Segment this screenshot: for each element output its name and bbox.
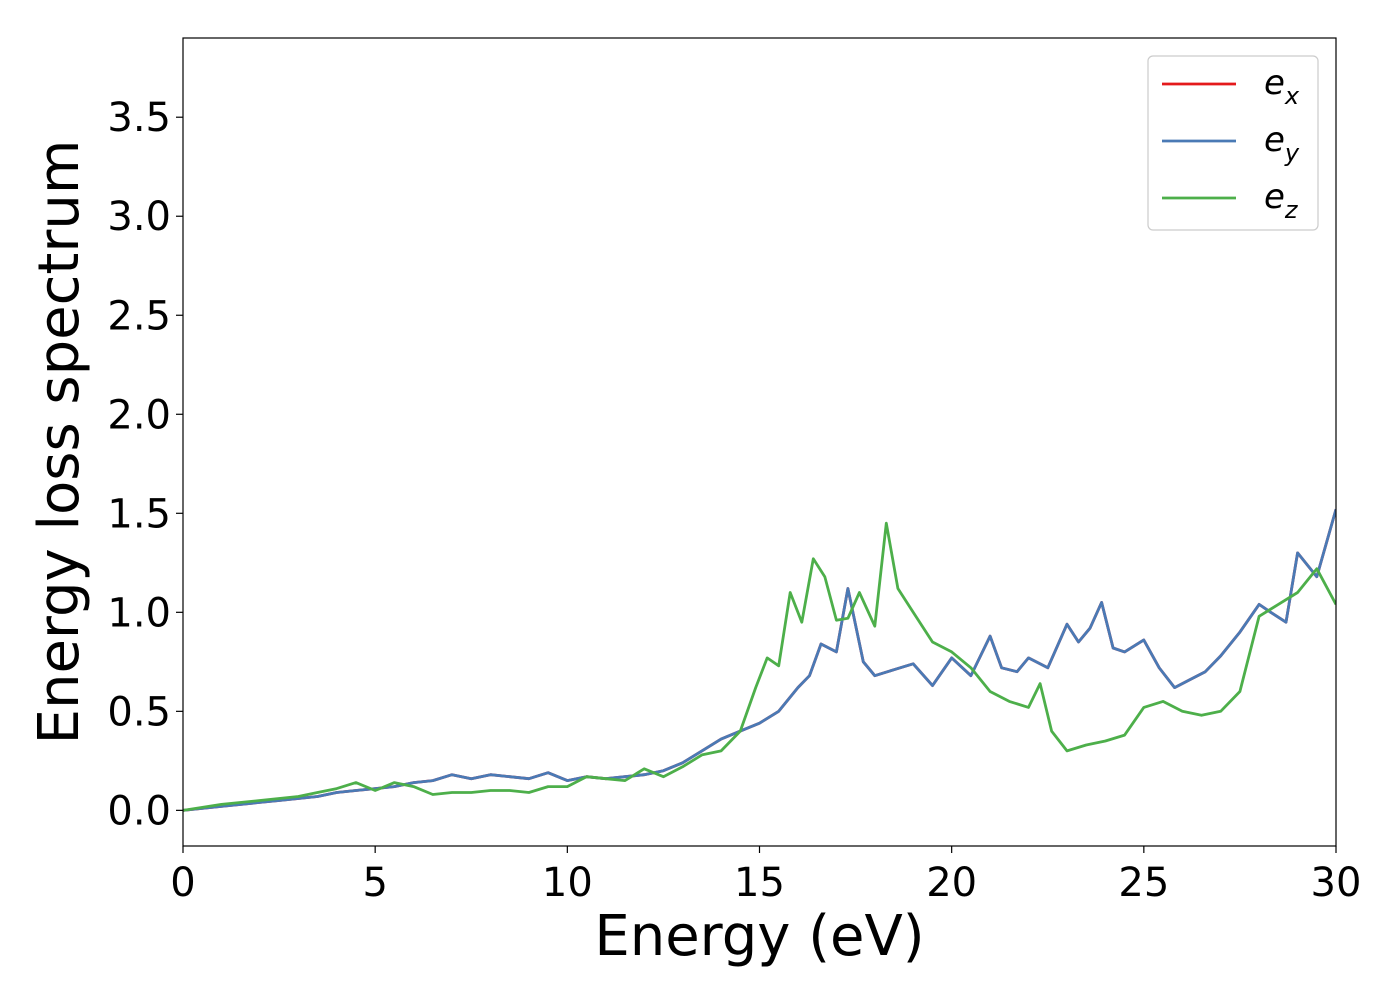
x-tick-label: 10 — [542, 860, 593, 906]
y-tick-label: 2.0 — [107, 392, 171, 438]
x-tick-label: 5 — [362, 860, 387, 906]
x-tick-label: 25 — [1118, 860, 1169, 906]
x-tick-label: 15 — [734, 860, 785, 906]
x-tick-label: 0 — [170, 860, 195, 906]
y-axis: 0.0 0.5 1.0 1.5 2.0 2.5 3.0 3.5 — [107, 95, 183, 834]
x-tick-label: 30 — [1311, 860, 1362, 906]
series-lines — [183, 508, 1336, 812]
y-axis-label: Energy loss spectrum — [27, 140, 92, 745]
legend: ex ey ez — [1147, 55, 1319, 231]
legend-label-z: ez — [1264, 177, 1299, 224]
series-line-z — [183, 521, 1336, 812]
y-tick-label: 3.0 — [107, 194, 171, 240]
y-tick-label: 1.5 — [107, 491, 171, 537]
y-tick-label: 2.5 — [107, 293, 171, 339]
y-tick-label: 0.0 — [107, 788, 171, 834]
y-tick-label: 1.0 — [107, 590, 171, 636]
x-axis-label: Energy (eV) — [594, 904, 924, 969]
y-tick-label: 3.5 — [107, 95, 171, 141]
series-line-y — [183, 508, 1336, 812]
legend-label-y: ey — [1264, 120, 1300, 167]
y-tick-label: 0.5 — [107, 689, 171, 735]
x-axis: 0 5 10 15 20 25 30 — [170, 846, 1361, 906]
legend-label-x: ex — [1264, 63, 1300, 110]
legend-box — [1147, 55, 1319, 231]
x-tick-label: 20 — [926, 860, 977, 906]
series-line-x — [183, 508, 1336, 812]
